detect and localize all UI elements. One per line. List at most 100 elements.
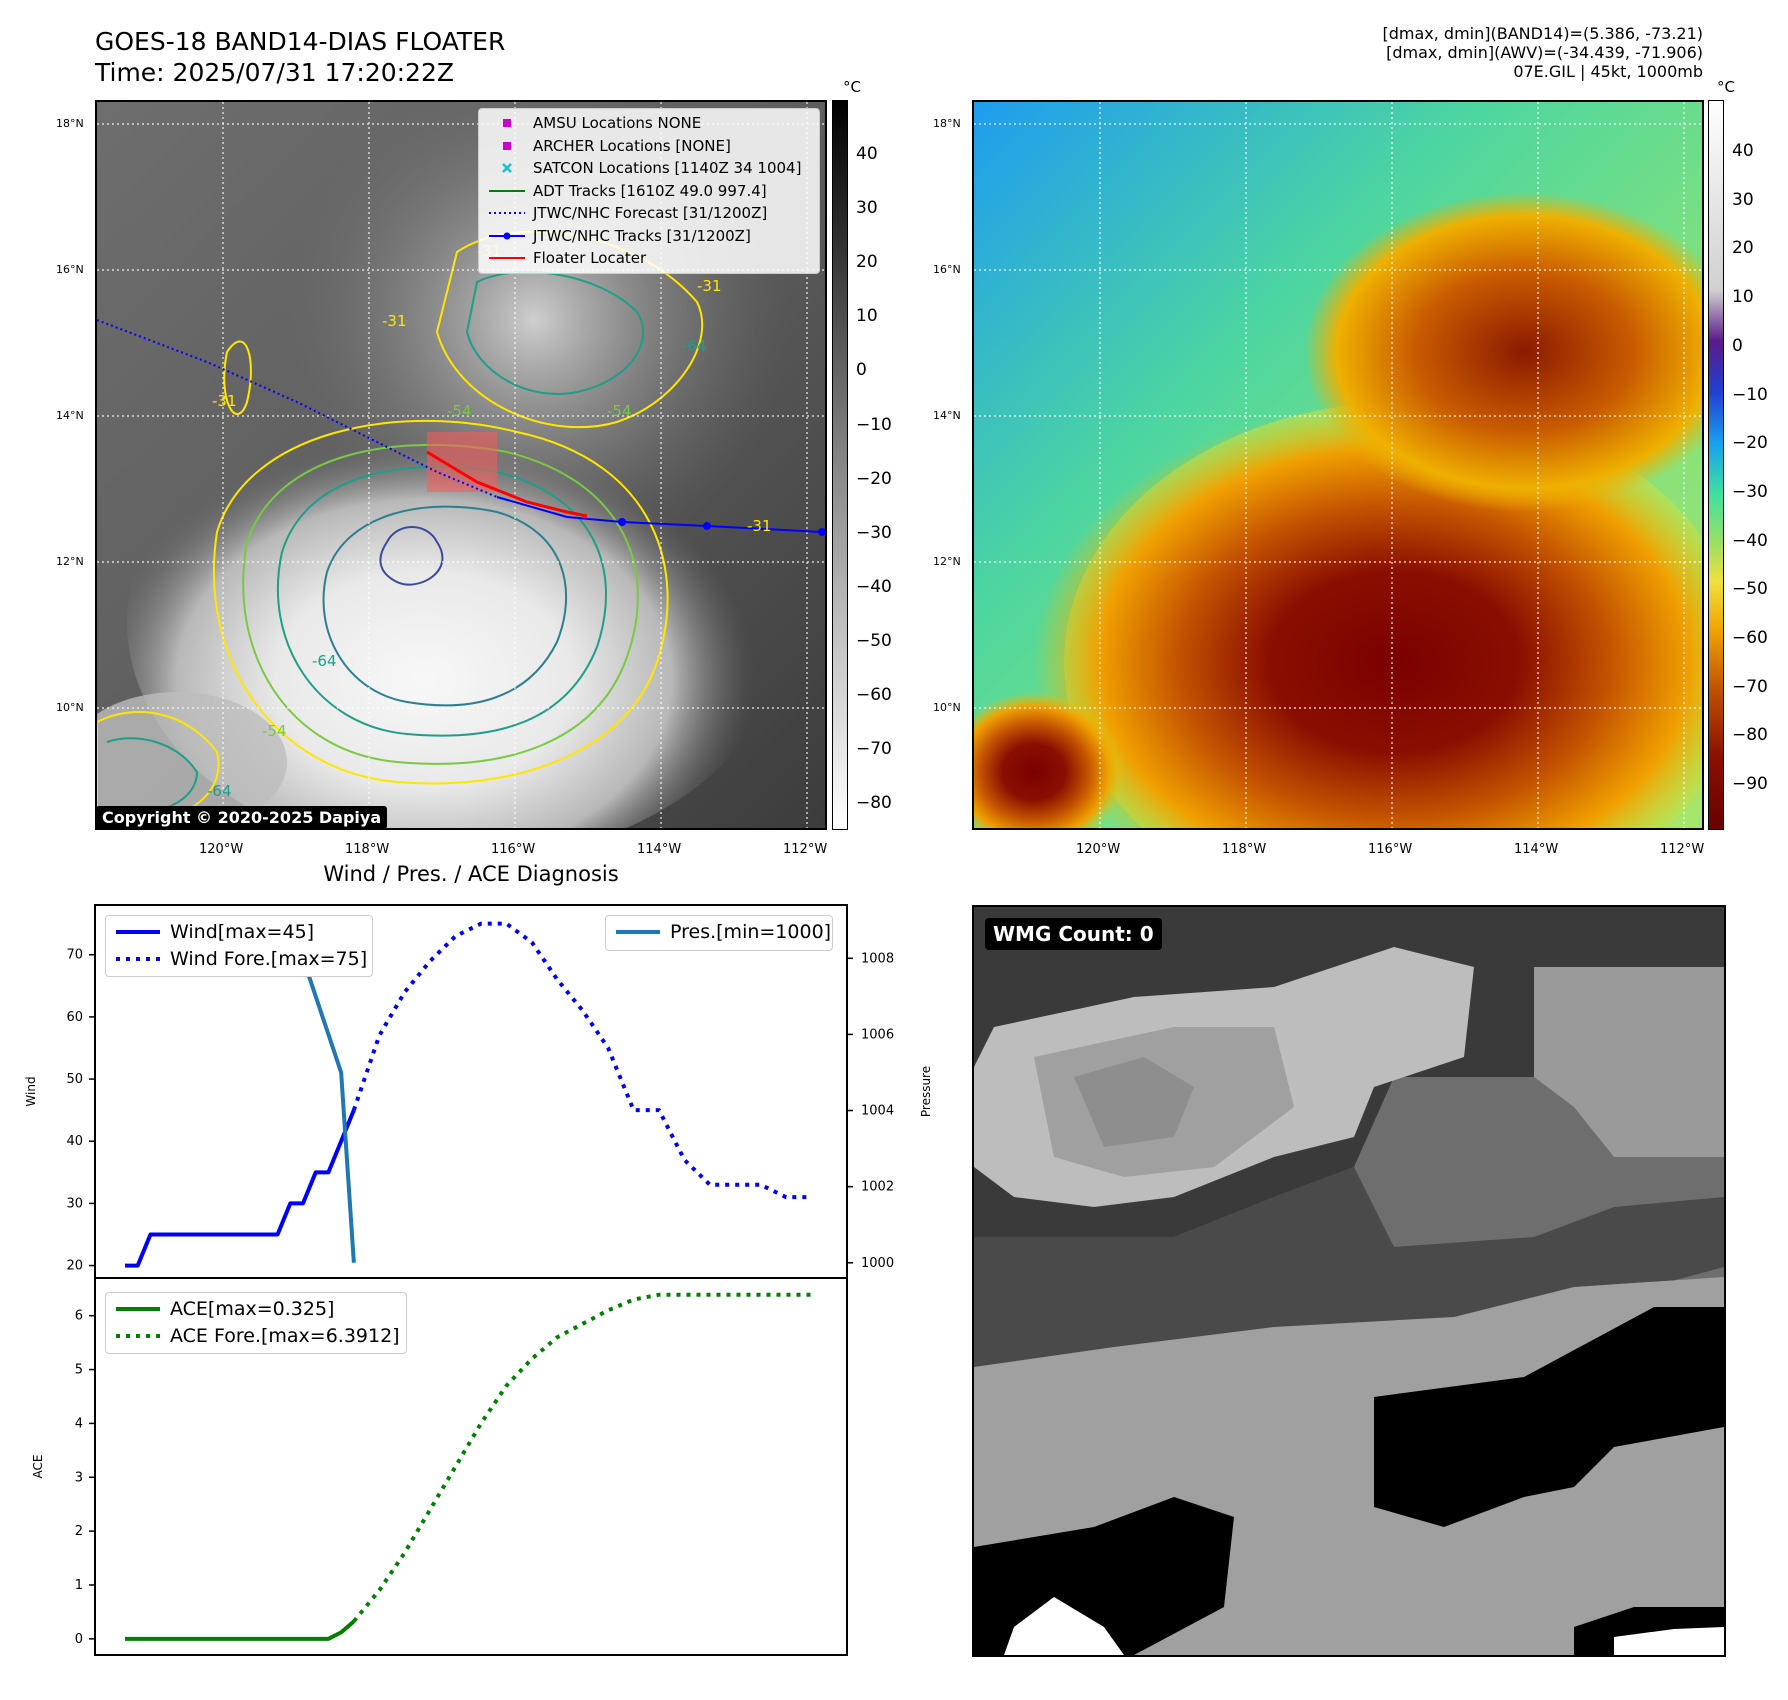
lon-label: 118°W [1222, 842, 1267, 857]
colorbar-tick: 0 [1732, 335, 1743, 356]
lat-label: 16°N [933, 263, 961, 276]
ace-y-tick-label: 5 [75, 1363, 83, 1378]
legend-item: AMSU Locations NONE [487, 112, 811, 135]
pres-y-tick-label: 1006 [861, 1027, 894, 1042]
lon-label: 118°W [345, 842, 390, 857]
ace-y-tick-label: 1 [75, 1578, 83, 1593]
wv-colorbar [1708, 100, 1724, 830]
legend-label: ARCHER Locations [NONE] [533, 136, 731, 155]
colorbar-tick: −80 [856, 793, 892, 814]
colorbar-tick: 20 [1732, 238, 1754, 259]
ace-legend: ACE[max=0.325] ACE Fore.[max=6.3912] [105, 1292, 407, 1354]
ir-map-image [97, 102, 825, 828]
wind-legend-label: Wind[max=45] [170, 920, 315, 943]
colorbar-tick: −50 [856, 630, 892, 651]
legend-label: SATCON Locations [1140Z 34 1004] [533, 159, 802, 177]
ace-y-tick-label: 4 [75, 1416, 83, 1431]
lat-label: 14°N [933, 409, 961, 422]
pres-legend-label: Pres.[min=1000] [670, 920, 832, 943]
colorbar-tick: −50 [1732, 579, 1768, 600]
wind-legend-item: Wind[max=45] [114, 918, 364, 945]
copyright-badge: Copyright © 2020-2025 Dapiya [96, 806, 388, 829]
ace-series-line-1 [352, 1292, 812, 1623]
pres-legend: Pres.[min=1000] [605, 915, 833, 951]
legend-label: JTWC/NHC Forecast [31/1200Z] [533, 204, 768, 222]
legend-item: ADT Tracks [1610Z 49.0 997.4] [487, 180, 811, 203]
colorbar-tick: −40 [1732, 530, 1768, 551]
colorbar-tick: −60 [1732, 628, 1768, 648]
series-line-1 [351, 921, 812, 1200]
legend-label: Floater Locater [533, 249, 647, 267]
wind-legend: Wind[max=45] Wind Fore.[max=75] [105, 915, 373, 977]
colorbar-tick: 30 [856, 198, 878, 219]
ace-fore-legend-label: ACE Fore.[max=6.3912] [170, 1324, 400, 1347]
legend-item: JTWC/NHC Tracks [31/1200Z] [487, 225, 811, 248]
colorbar-tick: −60 [856, 685, 892, 705]
legend-symbol-icon [487, 185, 527, 197]
wind-fore-legend-label: Wind Fore.[max=75] [170, 947, 368, 970]
chart-title: Wind / Pres. / ACE Diagnosis [323, 862, 619, 886]
wv-map-image [974, 102, 1702, 828]
wind-y-tick-label: 30 [66, 1196, 83, 1211]
colorbar-tick: −70 [856, 739, 892, 760]
series-line-0 [125, 1109, 356, 1268]
colorbar-tick: 30 [1732, 189, 1754, 210]
legend-item: ARCHER Locations [NONE] [487, 135, 811, 158]
legend-item: JTWC/NHC Forecast [31/1200Z] [487, 202, 811, 225]
ace-axis-label: ACE [31, 1455, 45, 1479]
lat-label: 16°N [56, 263, 84, 276]
colorbar-tick: −20 [1732, 433, 1768, 454]
colorbar-tick: 20 [856, 252, 878, 273]
colorbar-tick: −10 [856, 414, 892, 435]
lon-label: 120°W [199, 842, 244, 857]
ace-legend-item: ACE[max=0.325] [114, 1295, 398, 1322]
wind-fore-legend-item: Wind Fore.[max=75] [114, 945, 368, 972]
lon-label: 112°W [1660, 842, 1705, 857]
legend-symbol-icon [487, 117, 527, 129]
ace-axes-frame [94, 1277, 848, 1656]
pres-y-tick-label: 1002 [861, 1180, 894, 1195]
ace-y-tick-label: 3 [75, 1470, 83, 1485]
colorbar-tick: −30 [856, 522, 892, 543]
colorbar-tick: 0 [856, 360, 867, 381]
legend-symbol-icon [487, 162, 527, 174]
colorbar-tick: −40 [856, 576, 892, 597]
lon-label: 112°W [783, 842, 828, 857]
colorbar-tick: −20 [856, 468, 892, 489]
ir-colorbar-unit: °C [843, 78, 861, 96]
ir-colorbar [832, 100, 848, 830]
ace-fore-legend-item: ACE Fore.[max=6.3912] [114, 1322, 400, 1349]
lat-label: 12°N [56, 555, 84, 568]
colorbar-tick: 10 [856, 306, 878, 327]
ace-legend-label: ACE[max=0.325] [170, 1297, 335, 1320]
wv-map-panel [972, 100, 1704, 830]
title-line-1: GOES-18 BAND14-DIAS FLOATER [95, 27, 506, 56]
ir-map-legend: AMSU Locations NONE ARCHER Locations [NON… [478, 108, 820, 274]
lon-label: 114°W [1514, 842, 1559, 857]
lon-label: 114°W [637, 842, 682, 857]
wmg-panel [972, 905, 1726, 1657]
colorbar-tick: 40 [856, 144, 878, 164]
ir-map-panel: -31-31-31-31-54-54-54-64-64-64-31 [95, 100, 827, 830]
legend-label: JTWC/NHC Tracks [31/1200Z] [533, 226, 751, 245]
legend-symbol-icon [487, 140, 527, 152]
ace-y-tick-label: 2 [75, 1524, 83, 1539]
legend-symbol-icon [487, 230, 527, 242]
lon-label: 120°W [1076, 842, 1121, 857]
lon-label: 116°W [1368, 842, 1413, 857]
lat-label: 18°N [933, 117, 961, 130]
title-line-2: Time: 2025/07/31 17:20:22Z [95, 58, 454, 87]
lat-label: 18°N [56, 117, 84, 130]
info-line-3: 07E.GIL | 45kt, 1000mb [1513, 62, 1703, 81]
figure-title: GOES-18 BAND14-DIAS FLOATER Time: 2025/0… [95, 26, 505, 88]
legend-label: ADT Tracks [1610Z 49.0 997.4] [533, 181, 767, 200]
colorbar-tick: −10 [1732, 384, 1768, 405]
pres-y-tick-label: 1004 [861, 1104, 894, 1119]
wind-y-tick-label: 20 [66, 1259, 83, 1274]
colorbar-tick: −90 [1732, 774, 1768, 795]
lat-label: 10°N [56, 701, 84, 714]
wv-colorbar-unit: °C [1717, 78, 1735, 96]
legend-symbol-icon [487, 207, 527, 219]
info-line-1: [dmax, dmin](BAND14)=(5.386, -73.21) [1382, 24, 1704, 43]
